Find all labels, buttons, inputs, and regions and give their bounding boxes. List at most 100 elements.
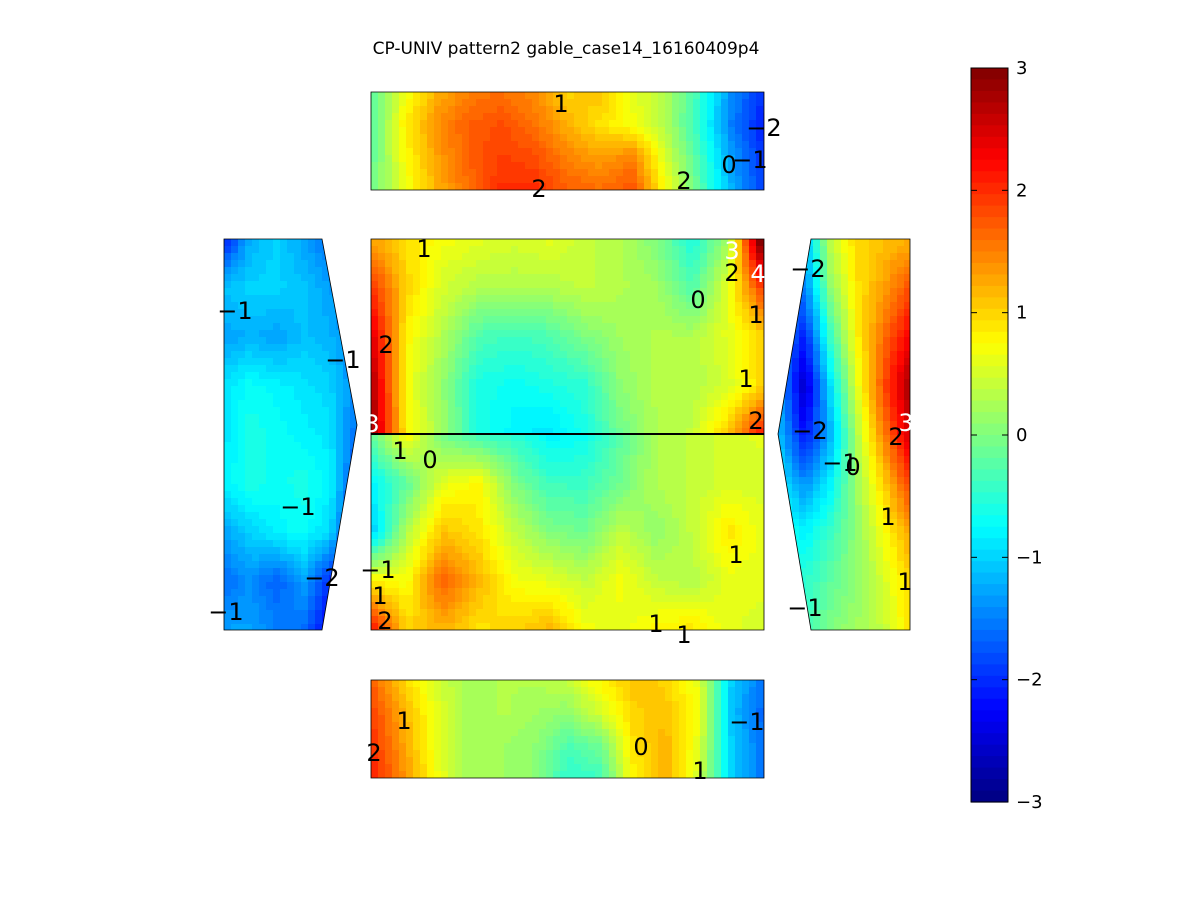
heat-cell (406, 120, 414, 128)
heat-cell (315, 400, 323, 408)
heat-cell (574, 560, 582, 568)
heat-cell (392, 539, 400, 547)
heat-cell (630, 316, 638, 324)
heat-cell (602, 106, 610, 114)
heat-cell (266, 561, 274, 569)
heat-cell (637, 560, 645, 568)
heat-cell (497, 609, 505, 617)
heat-cell (252, 568, 260, 576)
heat-cell (749, 323, 757, 331)
heat-cell (609, 239, 617, 247)
heat-cell (231, 393, 239, 401)
heat-cell (525, 393, 533, 401)
heat-cell (553, 602, 561, 610)
heat-cell (595, 274, 603, 282)
heat-cell (518, 148, 526, 156)
heat-cell (672, 616, 680, 624)
heat-cell (315, 589, 323, 597)
heat-cell (231, 407, 239, 415)
heat-cell (238, 533, 246, 541)
heat-cell (616, 393, 624, 401)
heat-cell (581, 169, 589, 177)
heat-cell (371, 560, 379, 568)
heat-cell (721, 337, 729, 345)
heat-cell (448, 127, 456, 135)
heat-cell (308, 498, 316, 506)
heat-cell (245, 260, 253, 268)
heat-cell (252, 309, 260, 317)
heat-cell (392, 134, 400, 142)
heat-cell (721, 155, 729, 163)
heat-cell (700, 539, 708, 547)
heat-cell (294, 477, 302, 485)
heat-cell (637, 483, 645, 491)
heat-cell (574, 469, 582, 477)
heat-cell (224, 281, 232, 289)
heat-cell (385, 414, 393, 422)
heat-cell (385, 616, 393, 624)
heat-cell (378, 393, 386, 401)
heat-cell (679, 574, 687, 582)
heat-cell (497, 113, 505, 121)
heat-cell (434, 337, 442, 345)
heat-cell (560, 428, 568, 434)
heat-cell (441, 455, 449, 463)
heat-cell (469, 400, 477, 408)
heat-cell (294, 505, 302, 513)
heat-cell (315, 393, 323, 401)
heat-cell (756, 379, 764, 387)
heat-cell (476, 567, 484, 575)
heat-cell (672, 365, 680, 373)
heat-cell (700, 462, 708, 470)
heat-cell (693, 330, 701, 338)
heat-cell (532, 176, 540, 184)
heat-cell (735, 127, 743, 135)
heat-cell (427, 497, 435, 505)
heat-cell (469, 407, 477, 415)
heat-cell (756, 260, 764, 268)
heat-cell (665, 407, 673, 415)
heat-cell (525, 162, 533, 170)
heat-cell (427, 183, 435, 190)
heat-cell (266, 477, 274, 485)
heat-cell (455, 546, 463, 554)
heat-cell (665, 127, 673, 135)
heat-cell (441, 260, 449, 268)
heat-cell (280, 512, 288, 520)
heat-cell (420, 400, 428, 408)
heat-cell (686, 155, 694, 163)
heat-cell (560, 434, 568, 442)
heat-cell (623, 428, 631, 434)
heat-cell (329, 407, 337, 415)
heat-cell (539, 462, 547, 470)
heat-cell (525, 560, 533, 568)
heat-cell (763, 106, 764, 114)
heat-cell (315, 603, 323, 611)
heat-cell (700, 267, 708, 275)
heat-cell (742, 337, 750, 345)
heat-cell (224, 393, 232, 401)
heat-cell (539, 448, 547, 456)
heat-cell (497, 407, 505, 415)
heat-cell (476, 253, 484, 261)
heat-cell (504, 246, 512, 254)
heat-cell (672, 602, 680, 610)
heat-cell (385, 504, 393, 512)
heat-cell (469, 162, 477, 170)
heat-cell (700, 532, 708, 540)
heat-cell (455, 155, 463, 163)
heat-cell (763, 141, 764, 149)
heat-cell (469, 281, 477, 289)
heat-cell (581, 504, 589, 512)
heat-cell (462, 525, 470, 533)
heat-cell (280, 582, 288, 590)
heat-cell (595, 316, 603, 324)
heat-cell (616, 462, 624, 470)
heat-cell (749, 246, 757, 254)
heat-cell (721, 588, 729, 596)
heat-cell (637, 434, 645, 442)
heat-cell (630, 511, 638, 519)
heat-cell (231, 239, 239, 247)
heat-cell (504, 609, 512, 617)
heat-cell (462, 504, 470, 512)
